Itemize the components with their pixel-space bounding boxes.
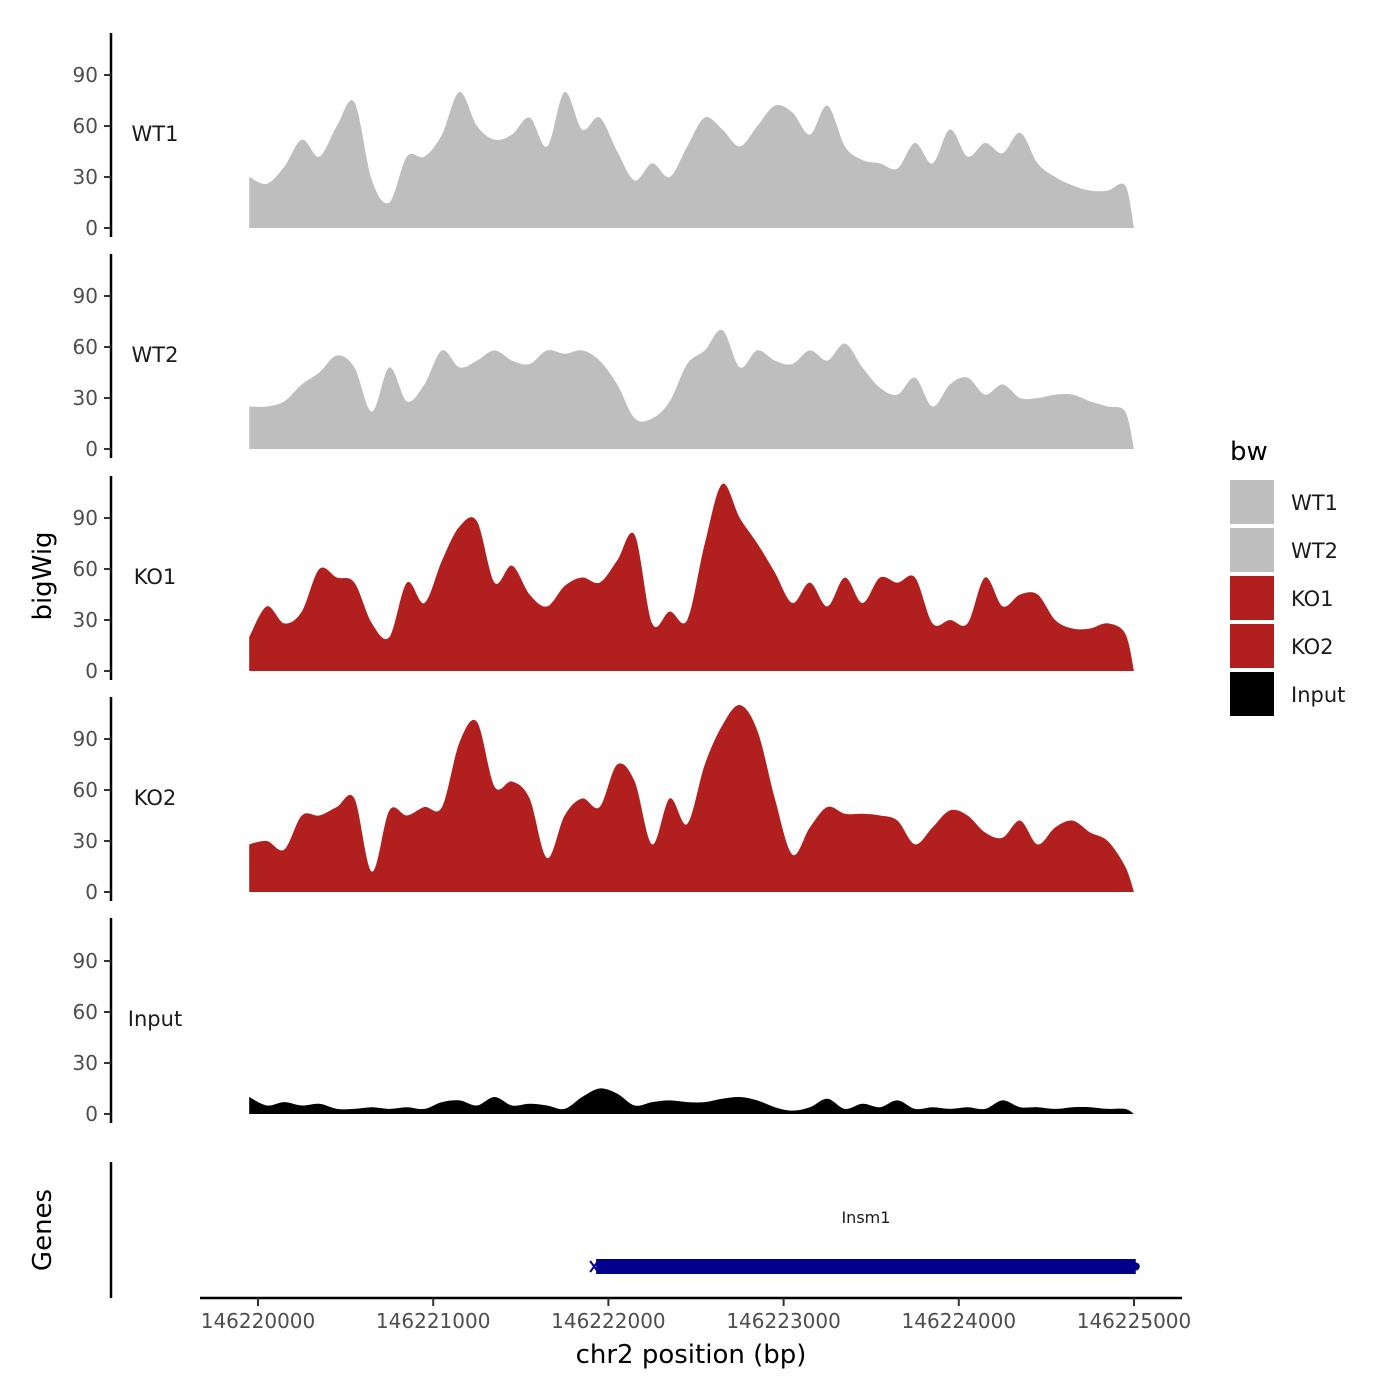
y-tick-label: 90 (73, 506, 98, 530)
y-tick-label: 0 (85, 1102, 98, 1126)
y-tick-label: 30 (73, 608, 98, 632)
legend: bw WT1 WT2 KO1 KO2 Input (1230, 437, 1345, 716)
gene-label: Insm1 (841, 1208, 890, 1227)
y-tick-label: 30 (73, 386, 98, 410)
track-label: KO1 (134, 565, 177, 589)
legend-swatch (1230, 480, 1274, 524)
y-tick-label: 0 (85, 659, 98, 683)
y-tick-label: 60 (73, 335, 98, 359)
signal-area-ko2 (249, 704, 1134, 892)
legend-item-input: Input (1230, 672, 1345, 716)
gene-insm1: Insm1 (589, 1208, 1140, 1274)
signal-area-input (249, 1088, 1134, 1114)
track-ko1: 0 30 60 90 KO1 (73, 476, 1134, 683)
x-tick-label: 146225000 (1077, 1309, 1192, 1333)
y-tick-label: 30 (73, 165, 98, 189)
y-tick-label: 60 (73, 1000, 98, 1024)
track-wt1: 0 30 60 90 WT1 (73, 33, 1134, 240)
tracks-layer: 0 30 60 90 WT1 0 30 60 90 WT2 0 30 60 90 KO1 0 30 60 90 KO2… (73, 33, 1134, 1126)
legend-item-wt2: WT2 (1230, 528, 1338, 572)
x-tick-label: 146224000 (902, 1309, 1017, 1333)
legend-label: Input (1291, 683, 1345, 707)
legend-swatch (1230, 528, 1274, 572)
signal-area-wt2 (249, 329, 1134, 449)
y-tick-label: 60 (73, 114, 98, 138)
track-ko2: 0 30 60 90 KO2 (73, 697, 1134, 904)
gene-panel: Genes Insm1 (28, 1162, 1140, 1298)
x-axis: 146220000 146221000 146222000 146223000 1462… (200, 1296, 1192, 1370)
y-tick-label: 30 (73, 829, 98, 853)
legend-label: KO2 (1291, 635, 1334, 659)
legend-label: WT1 (1291, 491, 1338, 515)
gene-start-marker (589, 1260, 599, 1273)
y-tick-label: 90 (73, 284, 98, 308)
y-tick-label: 90 (73, 949, 98, 973)
signal-area-wt1 (249, 91, 1134, 228)
y-axis-title: bigWig (28, 531, 58, 620)
track-label: WT2 (132, 343, 179, 367)
legend-label: KO1 (1291, 587, 1334, 611)
y-tick-label: 0 (85, 216, 98, 240)
x-tick-label: 146223000 (726, 1309, 841, 1333)
y-tick-label: 30 (73, 1051, 98, 1075)
legend-item-wt1: WT1 (1230, 480, 1338, 524)
y-tick-label: 90 (73, 727, 98, 751)
x-axis-title: chr2 position (bp) (576, 1340, 807, 1370)
legend-swatch (1230, 624, 1274, 668)
x-ticks: 146220000 146221000 146222000 146223000 1462… (201, 1298, 1192, 1333)
legend-swatch (1230, 576, 1274, 620)
legend-item-ko1: KO1 (1230, 576, 1334, 620)
y-tick-label: 60 (73, 557, 98, 581)
y-tick-label: 60 (73, 778, 98, 802)
track-label: KO2 (134, 786, 177, 810)
gene-panel-title: Genes (28, 1189, 58, 1271)
legend-items: WT1 WT2 KO1 KO2 Input (1230, 480, 1345, 716)
signal-area-ko1 (249, 483, 1134, 671)
gene-body (596, 1259, 1136, 1274)
gene-end-marker (1131, 1262, 1140, 1271)
legend-item-ko2: KO2 (1230, 624, 1334, 668)
legend-title: bw (1230, 437, 1268, 467)
legend-swatch (1230, 672, 1274, 716)
x-tick-label: 146221000 (376, 1309, 491, 1333)
x-tick-label: 146220000 (201, 1309, 316, 1333)
track-label: Input (128, 1007, 182, 1031)
x-tick-label: 146222000 (551, 1309, 666, 1333)
track-wt2: 0 30 60 90 WT2 (73, 254, 1134, 461)
y-tick-label: 90 (73, 63, 98, 87)
y-tick-label: 0 (85, 437, 98, 461)
y-tick-label: 0 (85, 880, 98, 904)
genes-layer: Insm1 (589, 1208, 1140, 1274)
track-label: WT1 (132, 122, 179, 146)
legend-label: WT2 (1291, 539, 1338, 563)
track-input: 0 30 60 90 Input (73, 918, 1134, 1126)
